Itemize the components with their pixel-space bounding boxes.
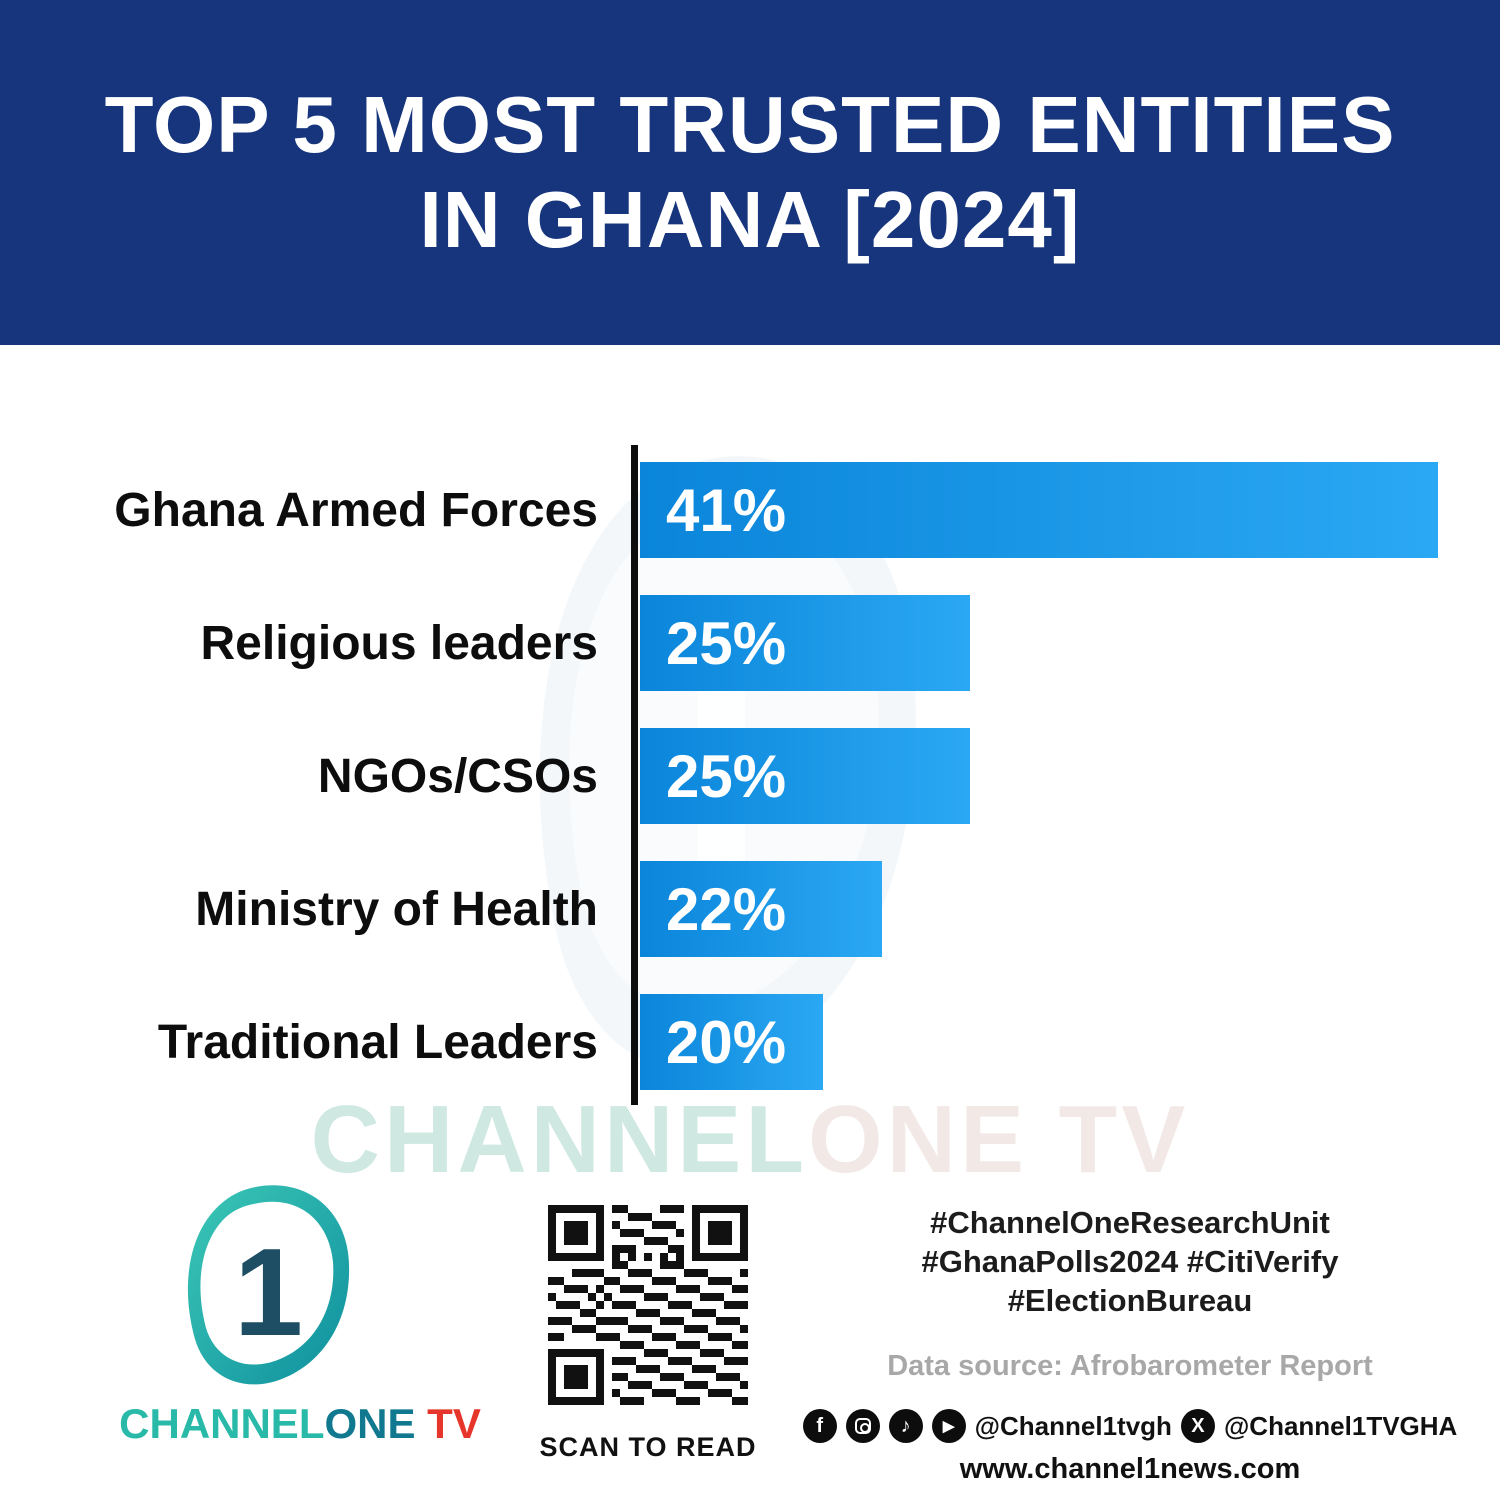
bar-value-label: 25% <box>666 609 787 677</box>
chart-row: Ghana Armed Forces 41% <box>0 462 1500 558</box>
channel-one-wordmark: CHANNELONE TV <box>110 1400 490 1448</box>
bar-category-label: Religious leaders <box>200 616 598 670</box>
bar-chart: Ghana Armed Forces 41% Religious leaders 25… <box>0 462 1500 1127</box>
hashtag-line: #GhanaPolls2024 #CitiVerify <box>921 1244 1339 1280</box>
social-row: f ♪ ▶ @Channel1tvgh X @Channel1TVGHA <box>802 1409 1457 1444</box>
chart-row: Ministry of Health 22% <box>0 861 1500 957</box>
page-title-line-1: TOP 5 MOST TRUSTED ENTITIES <box>104 80 1396 170</box>
bar-category-label: Ghana Armed Forces <box>114 483 598 537</box>
svg-text:1: 1 <box>234 1223 303 1362</box>
page-title-line-2: IN GHANA [2024] <box>419 174 1081 264</box>
website-url: www.channel1news.com <box>959 1453 1301 1486</box>
bar: 25% <box>640 595 970 691</box>
bar-category-label: Traditional Leaders <box>157 1015 598 1069</box>
bar-value-label: 25% <box>666 742 787 810</box>
watermark-part-2: ONE TV <box>807 1086 1190 1193</box>
chart-row: Traditional Leaders 20% <box>0 994 1500 1090</box>
social-handle-2: @Channel1TVGHA <box>1223 1410 1458 1441</box>
hashtag-line: #ElectionBureau <box>1007 1283 1253 1319</box>
bar-value-label: 41% <box>666 476 787 544</box>
footer-info: #ChannelOneResearchUnit #GhanaPolls2024 … <box>802 1203 1457 1486</box>
channel-one-logo: 1 <box>168 1180 358 1392</box>
x-icon: X <box>1180 1409 1215 1444</box>
bar: 22% <box>640 861 882 957</box>
bar: 41% <box>640 462 1438 558</box>
bar-category-label: Ministry of Health <box>195 882 598 936</box>
qr-caption: SCAN TO READ <box>539 1432 757 1462</box>
instagram-icon <box>845 1409 880 1444</box>
bar-value-label: 22% <box>666 875 787 943</box>
chart-axis-line <box>631 445 638 1105</box>
channel-one-text-watermark: CHANNELONE TV <box>0 1085 1500 1195</box>
chart-row: NGOs/CSOs 25% <box>0 728 1500 824</box>
wordmark-one: ONE <box>324 1400 416 1447</box>
data-source: Data source: Afrobarometer Report <box>887 1350 1373 1383</box>
bar-value-label: 20% <box>666 1008 787 1076</box>
bar-category-label: NGOs/CSOs <box>317 749 598 803</box>
watermark-part-1: CHANNEL <box>310 1086 808 1193</box>
chart-row: Religious leaders 25% <box>0 595 1500 691</box>
wordmark-channel: CHANNEL <box>119 1400 325 1447</box>
bar: 20% <box>640 994 823 1090</box>
hashtags: #ChannelOneResearchUnit #GhanaPolls2024 … <box>860 1203 1400 1320</box>
header-banner: TOP 5 MOST TRUSTED ENTITIES IN GHANA [20… <box>0 0 1500 345</box>
hashtag-line: #ChannelOneResearchUnit <box>930 1205 1330 1240</box>
bar: 25% <box>640 728 970 824</box>
tiktok-icon: ♪ <box>888 1409 923 1444</box>
social-handle-1: @Channel1tvgh <box>974 1410 1172 1441</box>
youtube-icon: ▶ <box>931 1409 966 1444</box>
qr-code <box>548 1205 748 1405</box>
facebook-icon: f <box>802 1409 837 1444</box>
wordmark-tv: TV <box>415 1400 481 1447</box>
